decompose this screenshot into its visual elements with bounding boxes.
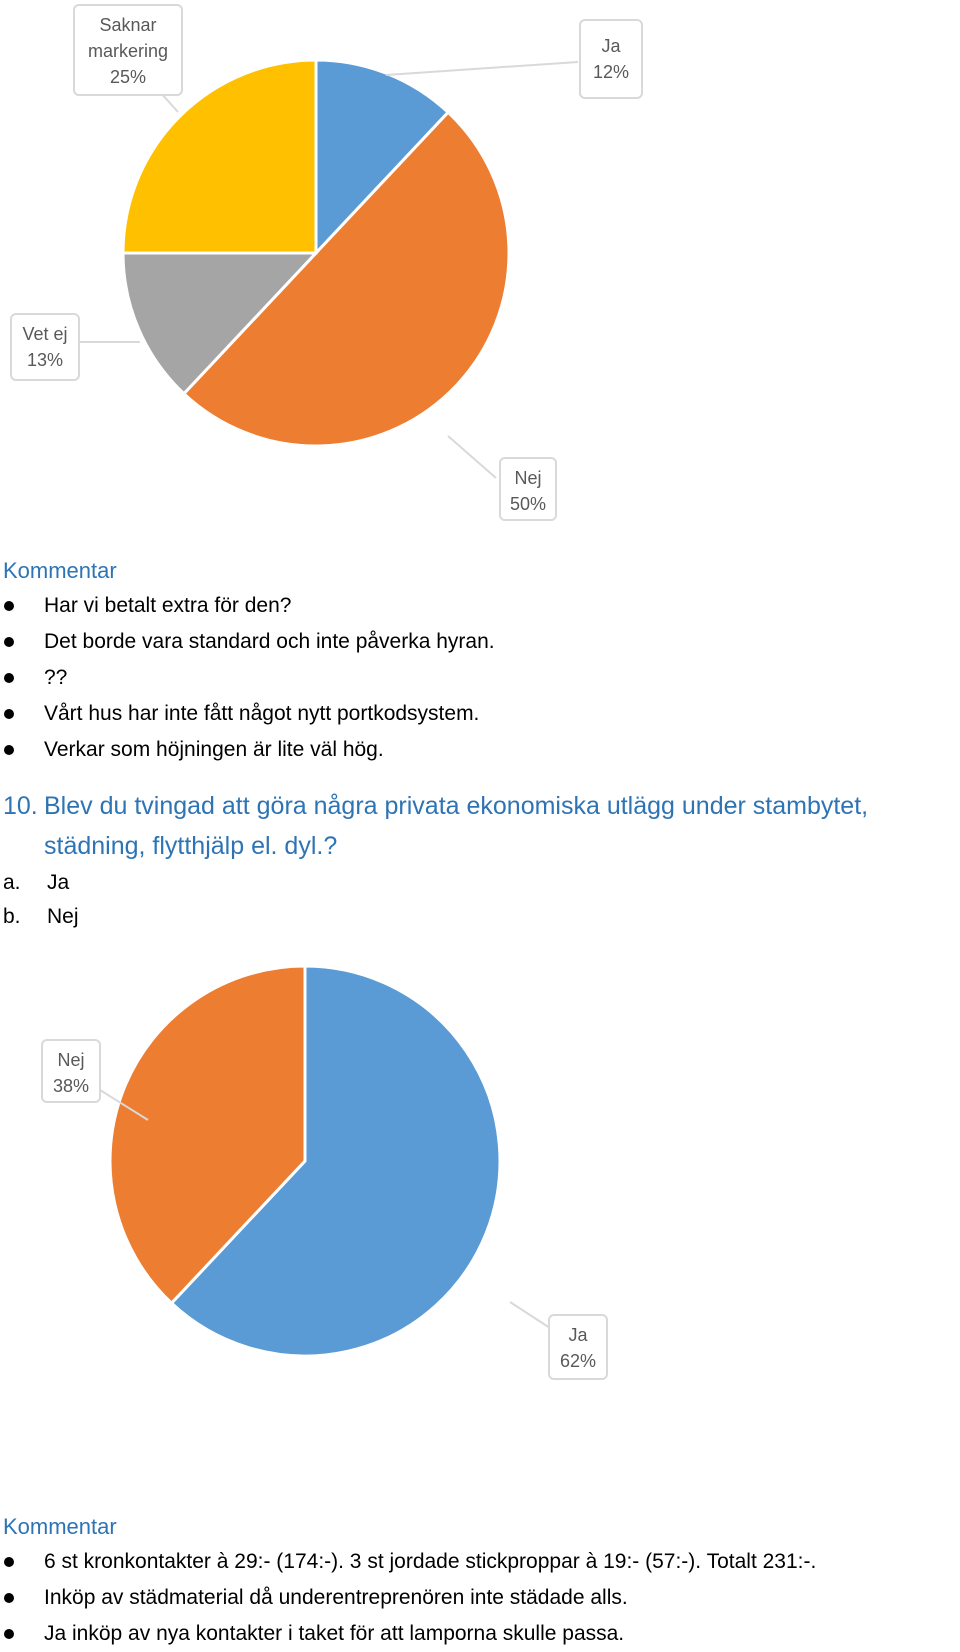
callout-nej-2-label: Nej xyxy=(57,1050,85,1070)
callout-vet-ej: Vet ej 13% xyxy=(10,313,80,381)
option-a-text: Ja xyxy=(47,871,70,894)
callout-nej-2-pct: 38% xyxy=(52,1076,90,1096)
list-item: ?? xyxy=(0,660,940,696)
question-10-options: a. Ja b. Nej xyxy=(3,866,79,934)
pie-slice-nej xyxy=(181,110,511,448)
question-10-line1: 10. Blev du tvingad att göra några privat… xyxy=(3,786,958,826)
callout-ja-1: Ja 12% xyxy=(579,19,643,99)
list-item: 6 st kronkontakter à 29:- (174:-). 3 st … xyxy=(0,1544,958,1580)
list-item: Ja inköp av nya kontakter i taket för at… xyxy=(0,1616,958,1652)
option-b-text: Nej xyxy=(47,905,79,928)
pie-slices xyxy=(121,58,511,448)
list-item: Har vi betalt extra för den? xyxy=(0,588,940,624)
question-10-text-line1: Blev du tvingad att göra några privata e… xyxy=(44,792,869,820)
pie-slices xyxy=(108,964,502,1358)
pie-slice-vet-ej xyxy=(121,251,320,396)
pie-chart-1 xyxy=(80,58,579,479)
callout-saknar-line2: markering xyxy=(87,41,169,61)
callout-ja-2-pct: 62% xyxy=(559,1351,597,1371)
callout-ja-2-label: Ja xyxy=(568,1325,588,1345)
callout-nej-2: Nej 38% xyxy=(41,1039,101,1103)
pie-slice-nej xyxy=(108,964,307,1306)
list-item: Vårt hus har inte fått något nytt portko… xyxy=(0,696,940,732)
list-item: Inköp av städmaterial då underentreprenö… xyxy=(0,1580,958,1616)
callout-nej-1: Nej 50% xyxy=(499,457,557,521)
callout-ja-1-pct: 12% xyxy=(592,62,630,82)
callout-leaders-2 xyxy=(99,1089,551,1329)
question-10-text-line2: städning, flytthjälp el. dyl.? xyxy=(44,832,338,860)
callout-vet-ej-pct: 13% xyxy=(26,350,64,370)
comment-list-2: 6 st kronkontakter à 29:- (174:-). 3 st … xyxy=(0,1544,958,1652)
pie-slice-ja xyxy=(314,58,451,257)
option-b-letter: b. xyxy=(3,905,21,928)
callout-ja-1-label: Ja xyxy=(601,36,621,56)
callout-nej-1-pct: 50% xyxy=(509,494,547,514)
callout-ja-2: Ja 62% xyxy=(548,1314,608,1380)
comment-heading-2: Kommentar xyxy=(3,1514,117,1539)
callout-vet-ej-label: Vet ej xyxy=(22,324,68,344)
question-10: 10. Blev du tvingad att göra några privat… xyxy=(3,786,958,866)
callout-saknar-line1: Saknar xyxy=(99,15,157,35)
pie-slice-saknar-markering xyxy=(121,58,318,255)
comment-list-1: Har vi betalt extra för den? Det borde v… xyxy=(0,588,940,768)
option-a-letter: a. xyxy=(3,871,21,894)
pie-slice-ja xyxy=(169,964,502,1358)
option-b: b. Nej xyxy=(3,900,79,934)
callout-saknar-markering: Saknar markering 25% xyxy=(73,4,183,96)
list-item: Det borde vara standard och inte påverka… xyxy=(0,624,940,660)
question-10-number: 10. xyxy=(3,792,38,820)
callout-nej-1-label: Nej xyxy=(514,468,542,488)
comment-heading-1: Kommentar xyxy=(3,558,117,583)
callout-saknar-pct: 25% xyxy=(109,67,147,87)
option-a: a. Ja xyxy=(3,866,79,900)
list-item: Verkar som höjningen är lite väl hög. xyxy=(0,732,940,768)
